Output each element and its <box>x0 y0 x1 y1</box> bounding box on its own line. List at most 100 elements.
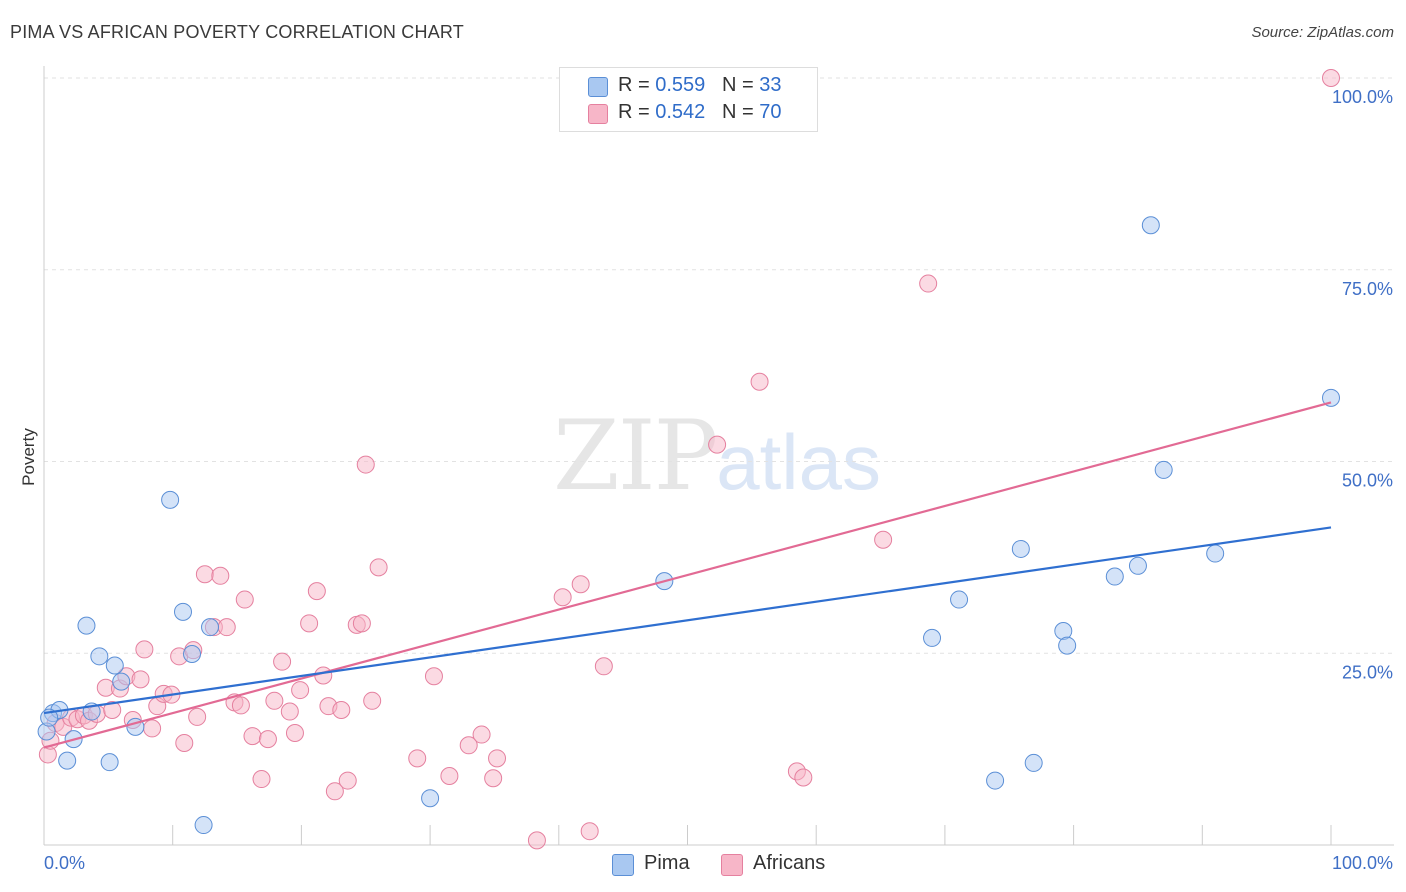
legend-r-label: R = <box>618 74 656 96</box>
africans-trend-line <box>43 401 1332 749</box>
x-tick-label: 0.0% <box>44 853 85 873</box>
africans-point <box>338 771 357 790</box>
africans-point <box>231 696 250 715</box>
tick-labels: 25.0% 50.0% 75.0% 100.0% 0.0% 100.0% <box>44 87 1393 873</box>
africans-point <box>188 707 207 726</box>
y-tick-label: 25.0% <box>1342 662 1393 682</box>
africans-point <box>571 575 590 594</box>
legend-n-value: 33 <box>759 74 782 96</box>
africans-point <box>135 640 154 659</box>
pima-point <box>421 789 440 808</box>
africans-point <box>300 614 319 633</box>
africans-point <box>285 724 304 743</box>
pima-point <box>1141 216 1160 235</box>
watermark-zip: ZIP <box>553 400 718 512</box>
pima-point <box>194 816 213 835</box>
legend-text-africans: R = 0.542 N = 70 <box>618 101 781 124</box>
africans-point <box>794 768 813 787</box>
africans-point <box>919 274 938 293</box>
africans-point <box>195 565 214 584</box>
pima-point <box>1128 556 1147 575</box>
africans-point <box>708 435 727 454</box>
pima-point <box>1058 636 1077 655</box>
y-axis-label: Poverty <box>19 428 38 486</box>
pima-point <box>1154 460 1173 479</box>
africans-point <box>472 725 491 744</box>
africans-point <box>369 558 388 577</box>
trend-lines <box>43 401 1332 749</box>
bottom-legend-swatch-africans <box>721 854 743 876</box>
pima-point <box>1206 544 1225 563</box>
x-tick-label: 100.0% <box>1332 853 1393 873</box>
africans-point <box>143 719 162 738</box>
y-tick-label: 100.0% <box>1332 87 1393 107</box>
pima-point <box>100 753 119 772</box>
y-tick-label: 50.0% <box>1342 471 1393 491</box>
africans-point <box>408 749 427 768</box>
africans-point <box>527 831 546 850</box>
legend-text-pima: R = 0.559 N = 33 <box>618 74 781 97</box>
africans-point <box>217 618 236 637</box>
legend-n-value: 70 <box>759 101 782 123</box>
pima-points <box>37 216 1340 835</box>
y-tick-label: 75.0% <box>1342 279 1393 299</box>
pima-point <box>1105 567 1124 586</box>
pima-point <box>161 490 180 509</box>
bottom-legend-label-africans: Africans <box>753 852 826 874</box>
africans-point <box>363 691 382 710</box>
africans-point <box>325 782 344 801</box>
africans-point <box>356 455 375 474</box>
pima-point <box>1322 388 1340 407</box>
africans-point <box>243 727 262 746</box>
africans-point <box>459 736 478 755</box>
africans-point <box>484 769 503 788</box>
africans-point <box>580 822 599 841</box>
legend: R = 0.559 N = 33 R = 0.542 N = 70 <box>559 67 818 132</box>
pima-point <box>77 616 96 635</box>
pima-trend-line <box>43 526 1332 715</box>
africans-point <box>175 733 194 752</box>
africans-point <box>352 614 371 633</box>
africans-point <box>252 770 271 789</box>
africans-point <box>211 566 230 585</box>
africans-point <box>594 657 613 676</box>
africans-point <box>553 588 572 607</box>
legend-n-label: N = <box>721 74 760 96</box>
africans-point <box>488 749 507 768</box>
africans-point <box>291 681 310 700</box>
africans-point <box>265 691 284 710</box>
africans-point <box>280 702 299 721</box>
africans-point <box>332 701 351 720</box>
pima-point <box>923 628 942 647</box>
legend-n-label: N = <box>721 101 760 123</box>
africans-point <box>424 667 443 686</box>
axes <box>43 66 1394 846</box>
africans-point <box>440 766 459 785</box>
africans-point <box>258 730 277 749</box>
pima-point <box>183 645 202 664</box>
africans-point <box>1322 69 1340 87</box>
legend-swatch-pima <box>588 77 608 97</box>
legend-swatch-africans <box>588 104 608 124</box>
pima-point <box>950 590 969 609</box>
pima-point <box>105 656 124 675</box>
africans-point <box>273 652 292 671</box>
africans-point <box>131 670 150 689</box>
africans-point <box>750 372 769 391</box>
africans-point <box>314 666 333 685</box>
legend-r-value: 0.542 <box>655 101 706 123</box>
pima-point <box>986 771 1005 790</box>
pima-point <box>90 647 109 666</box>
legend-r-label: R = <box>618 101 656 123</box>
pima-point <box>112 672 131 691</box>
africans-points <box>38 69 1340 850</box>
africans-point <box>103 701 122 720</box>
pima-point <box>201 618 220 637</box>
pima-point <box>173 602 192 621</box>
chart-title: PIMA VS AFRICAN POVERTY CORRELATION CHAR… <box>10 22 464 42</box>
bottom-legend-label-pima: Pima <box>644 852 690 874</box>
africans-point <box>235 590 254 609</box>
bottom-legend-swatch-pima <box>612 854 634 876</box>
pima-point <box>1011 539 1030 558</box>
